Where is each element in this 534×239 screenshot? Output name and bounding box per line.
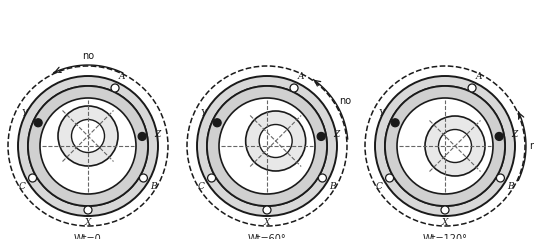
Circle shape bbox=[385, 86, 505, 206]
Circle shape bbox=[18, 76, 158, 216]
Text: X: X bbox=[442, 218, 448, 227]
Circle shape bbox=[259, 125, 292, 158]
Circle shape bbox=[28, 86, 148, 206]
Circle shape bbox=[197, 76, 337, 216]
Circle shape bbox=[317, 132, 325, 141]
Circle shape bbox=[438, 130, 472, 163]
Text: C: C bbox=[19, 182, 26, 191]
Circle shape bbox=[246, 111, 305, 171]
Circle shape bbox=[213, 119, 221, 127]
Text: Y: Y bbox=[21, 109, 27, 118]
Text: A: A bbox=[475, 72, 482, 81]
Circle shape bbox=[208, 174, 216, 182]
Text: Wt=120°: Wt=120° bbox=[422, 234, 467, 239]
Circle shape bbox=[34, 119, 42, 127]
Text: Z: Z bbox=[333, 130, 339, 139]
Text: no: no bbox=[339, 96, 351, 106]
Circle shape bbox=[425, 116, 485, 176]
Circle shape bbox=[397, 98, 493, 194]
Circle shape bbox=[497, 174, 505, 182]
Circle shape bbox=[40, 98, 136, 194]
Circle shape bbox=[84, 206, 92, 214]
Circle shape bbox=[111, 84, 119, 92]
Text: A: A bbox=[119, 72, 125, 81]
Text: Wt=60°: Wt=60° bbox=[248, 234, 286, 239]
Circle shape bbox=[139, 174, 147, 182]
Circle shape bbox=[375, 76, 515, 216]
Circle shape bbox=[263, 206, 271, 214]
Circle shape bbox=[28, 86, 148, 206]
Text: Y: Y bbox=[378, 109, 384, 118]
Circle shape bbox=[29, 174, 36, 182]
Text: Y: Y bbox=[200, 109, 206, 118]
Text: B: B bbox=[507, 182, 514, 191]
Circle shape bbox=[290, 84, 298, 92]
Circle shape bbox=[386, 174, 394, 182]
Text: C: C bbox=[376, 182, 383, 191]
Text: B: B bbox=[329, 182, 336, 191]
Text: no: no bbox=[82, 51, 94, 61]
Circle shape bbox=[207, 86, 327, 206]
Text: Wt=0: Wt=0 bbox=[74, 234, 102, 239]
Circle shape bbox=[207, 86, 327, 206]
Circle shape bbox=[495, 132, 503, 141]
Circle shape bbox=[58, 106, 118, 166]
Circle shape bbox=[138, 132, 146, 141]
Circle shape bbox=[72, 120, 105, 152]
Text: Z: Z bbox=[154, 130, 160, 139]
Circle shape bbox=[391, 119, 399, 127]
Circle shape bbox=[219, 98, 315, 194]
Circle shape bbox=[441, 206, 449, 214]
Text: B: B bbox=[151, 182, 157, 191]
Text: X: X bbox=[85, 218, 91, 227]
Text: no: no bbox=[529, 141, 534, 151]
Circle shape bbox=[385, 86, 505, 206]
Circle shape bbox=[318, 174, 326, 182]
Text: Z: Z bbox=[511, 130, 517, 139]
Circle shape bbox=[468, 84, 476, 92]
Text: A: A bbox=[297, 72, 304, 81]
Text: X: X bbox=[264, 218, 270, 227]
Text: C: C bbox=[198, 182, 205, 191]
